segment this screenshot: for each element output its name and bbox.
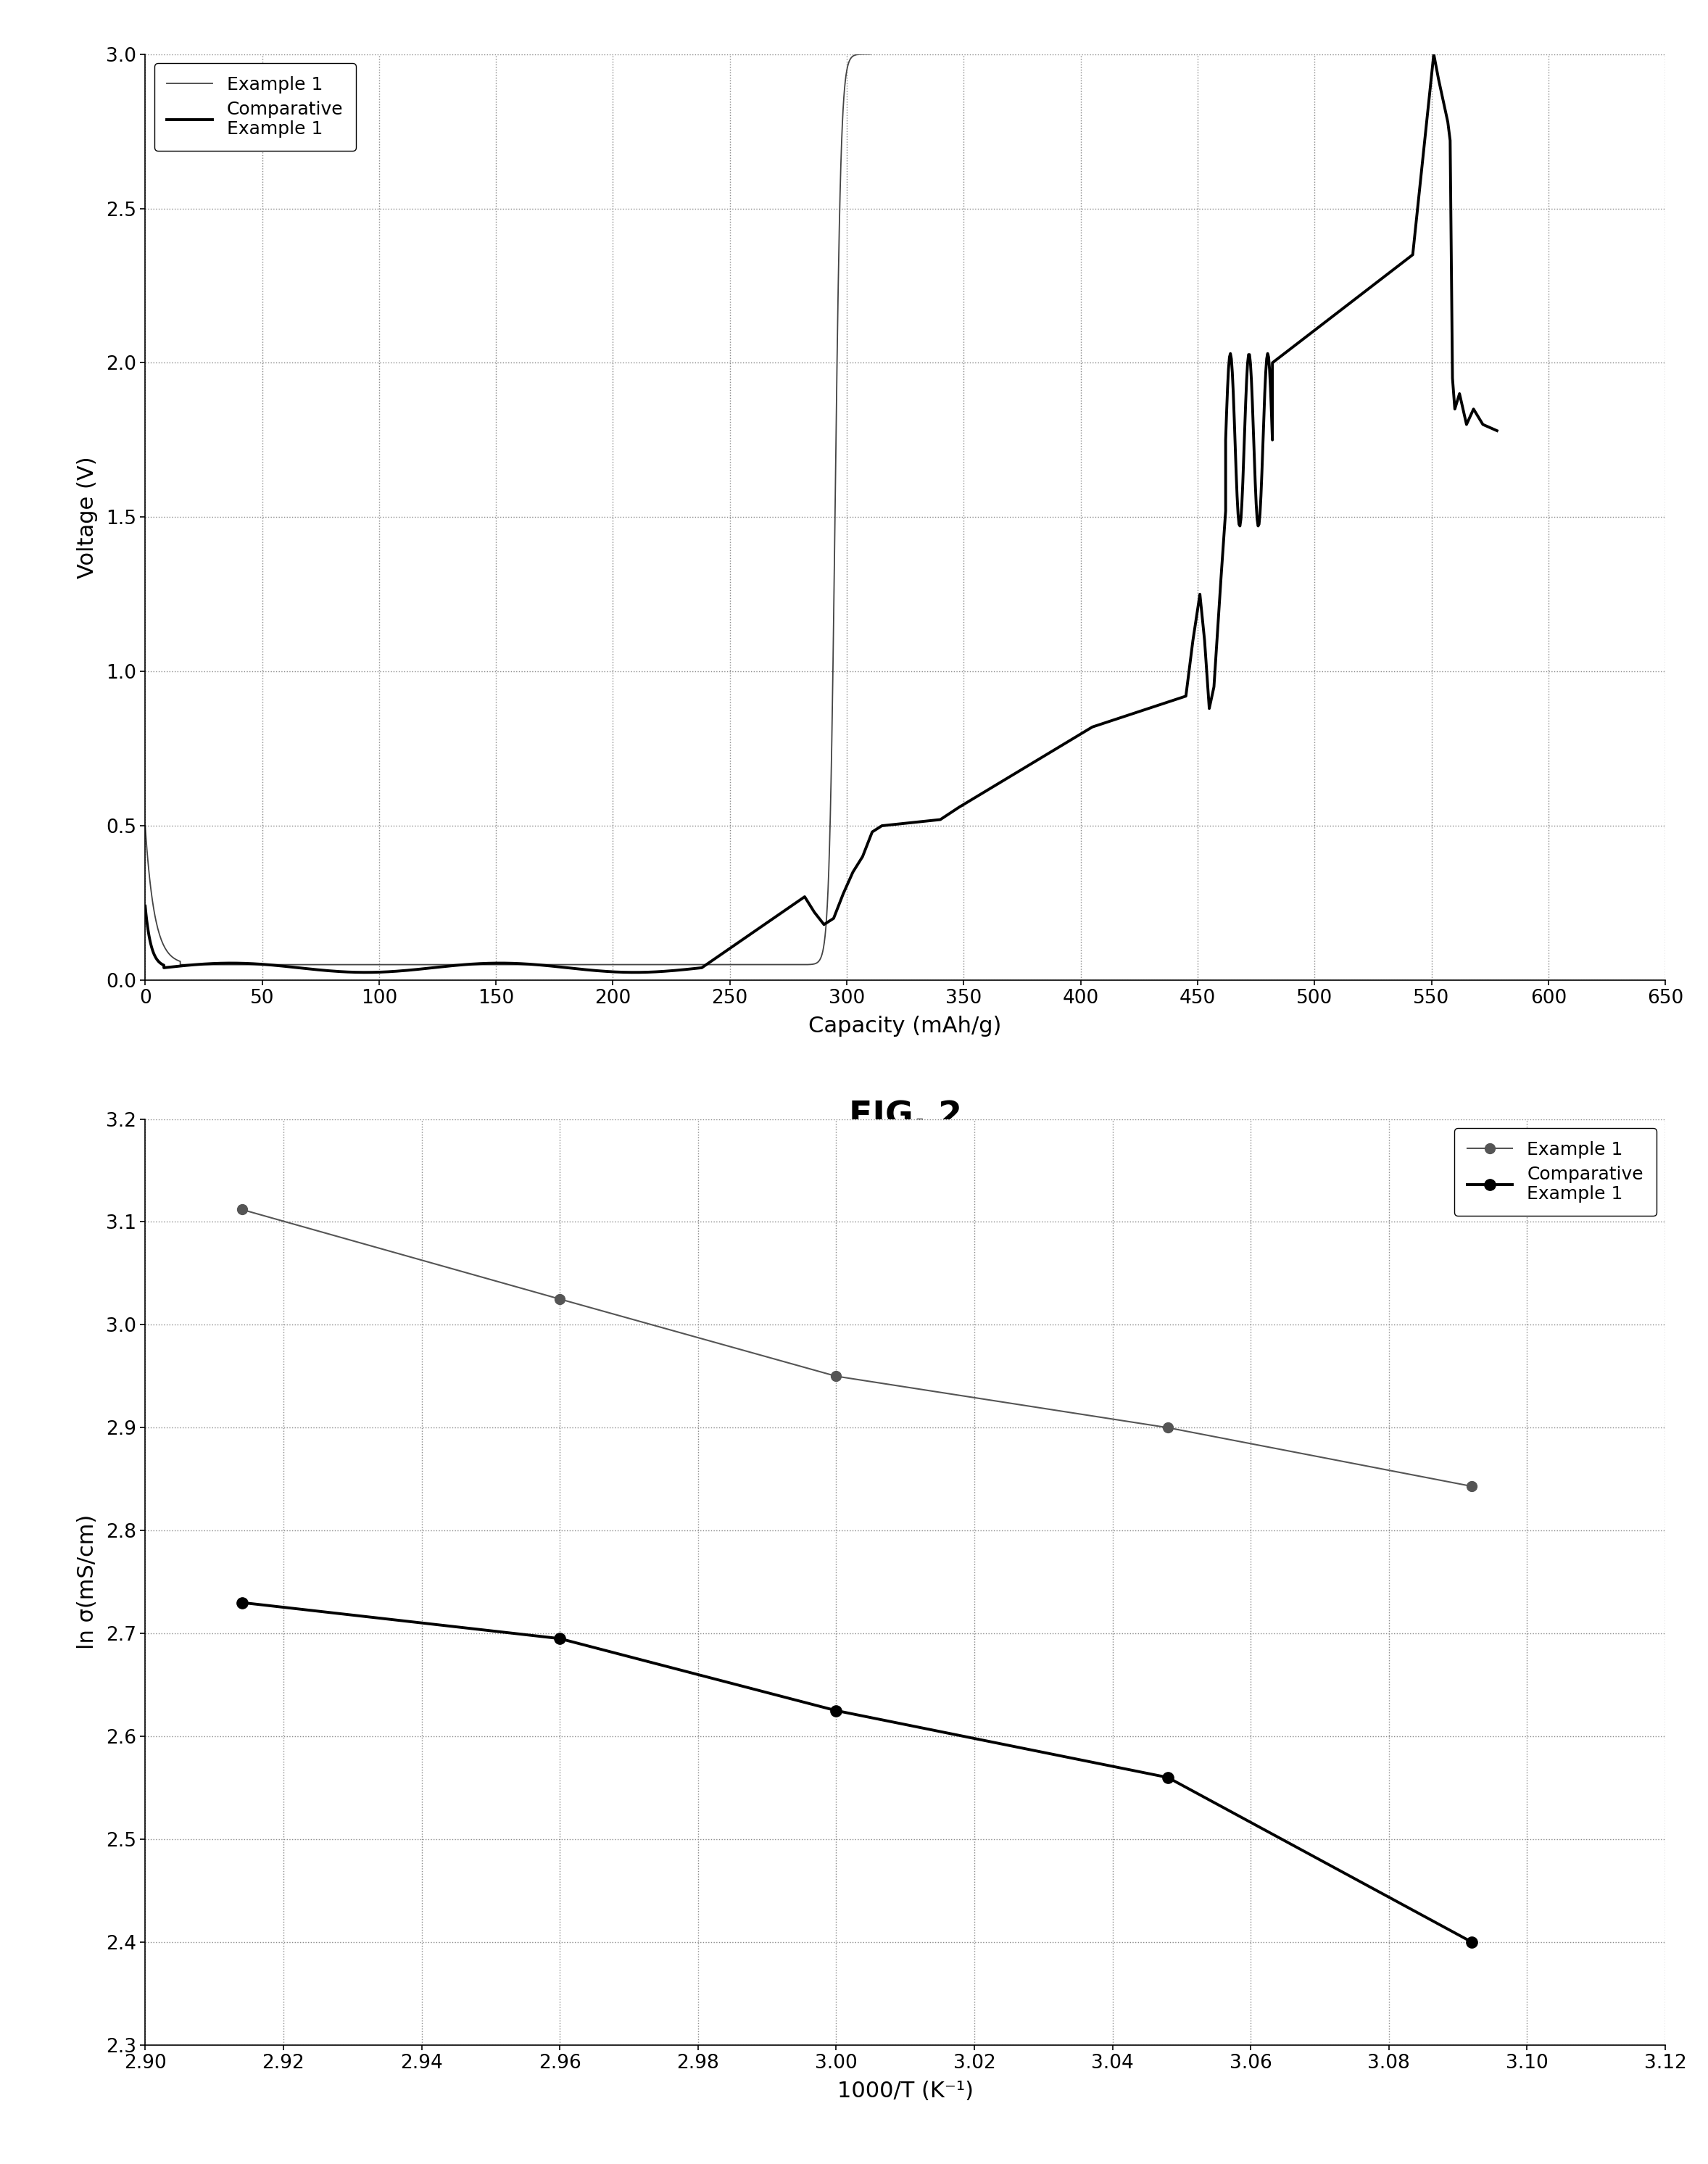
Example 1 xyxy=(827,348,847,374)
Legend: Example 1, Comparative
Example 1: Example 1, Comparative Example 1 xyxy=(1455,1127,1657,1216)
Legend: Example 1, Comparative
Example 1: Example 1, Comparative Example 1 xyxy=(154,63,355,151)
Comparative
Example 1 xyxy=(763,905,784,931)
Example 1 xyxy=(859,41,880,67)
Example 1 xyxy=(818,876,839,902)
Example 1 xyxy=(834,76,854,102)
Comparative
Example 1 xyxy=(1486,418,1506,444)
X-axis label: Capacity (mAh/g): Capacity (mAh/g) xyxy=(808,1015,1003,1037)
Comparative
Example 1 xyxy=(135,894,155,920)
Example 1 xyxy=(171,952,191,978)
Comparative
Example 1 xyxy=(1006,760,1027,786)
Comparative
Example 1 xyxy=(535,952,555,978)
Example 1 xyxy=(550,1285,570,1311)
Comparative
Example 1 xyxy=(623,959,644,985)
Example 1 xyxy=(198,952,219,978)
Y-axis label: Voltage (V): Voltage (V) xyxy=(77,457,97,578)
Y-axis label: ln σ(mS/cm): ln σ(mS/cm) xyxy=(77,1515,97,1649)
Example 1 xyxy=(811,939,832,965)
Comparative
Example 1 xyxy=(1462,1928,1483,1954)
Comparative
Example 1 xyxy=(1279,338,1300,364)
Text: FIG. 2: FIG. 2 xyxy=(849,1101,962,1134)
Comparative
Example 1 xyxy=(1423,41,1443,67)
Comparative
Example 1 xyxy=(1018,753,1038,779)
Comparative
Example 1 xyxy=(1083,714,1103,740)
Line: Comparative
Example 1: Comparative Example 1 xyxy=(145,54,1496,972)
Line: Example 1: Example 1 xyxy=(145,54,869,965)
Comparative
Example 1 xyxy=(232,1591,253,1617)
X-axis label: 1000/T (K⁻¹): 1000/T (K⁻¹) xyxy=(837,2080,974,2101)
Example 1 xyxy=(1158,1415,1179,1441)
Example 1 xyxy=(1462,1474,1483,1500)
Example 1 xyxy=(827,1363,847,1389)
Comparative
Example 1 xyxy=(550,1625,570,1651)
Line: Comparative
Example 1: Comparative Example 1 xyxy=(236,1597,1477,1948)
Comparative
Example 1 xyxy=(1158,1764,1179,1790)
Comparative
Example 1 xyxy=(827,1697,847,1723)
Example 1 xyxy=(135,814,155,840)
Example 1 xyxy=(823,604,844,630)
Line: Example 1: Example 1 xyxy=(237,1205,1477,1491)
Example 1 xyxy=(232,1197,253,1223)
